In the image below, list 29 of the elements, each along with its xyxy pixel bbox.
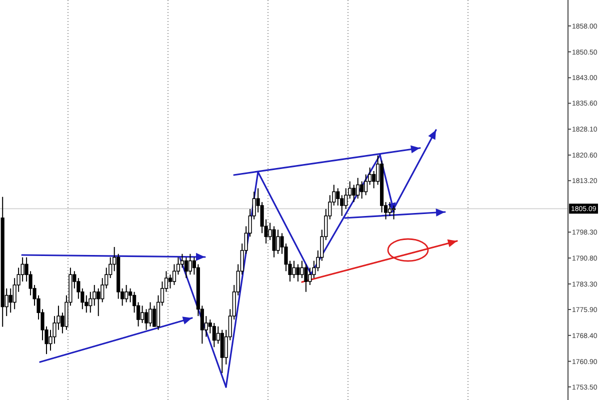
candlestick [140,305,144,324]
candlestick [276,229,280,254]
candlestick [336,188,340,206]
candlestick [168,274,172,289]
candlestick [188,253,192,276]
candlestick [356,177,360,200]
candlestick [388,202,392,216]
candlestick [144,308,148,330]
candlestick [152,305,156,328]
candlestick [352,184,356,203]
candlestick [272,226,276,258]
candlestick [124,284,128,303]
candlestick [20,256,24,282]
candlestick [364,174,368,196]
candlestick [392,205,396,220]
candlestick [296,264,300,282]
candlestick [180,253,184,268]
candlestick [212,322,216,348]
candlestick [8,288,12,314]
candlestick [292,260,296,279]
candlestick [88,291,92,314]
candlestick [360,180,364,200]
candlestick [308,267,312,286]
candlestick [148,302,152,327]
candlestick [304,264,308,292]
candlestick [96,288,100,317]
candlestick [184,256,188,279]
candlestick [300,260,304,279]
candlestick [128,288,132,303]
